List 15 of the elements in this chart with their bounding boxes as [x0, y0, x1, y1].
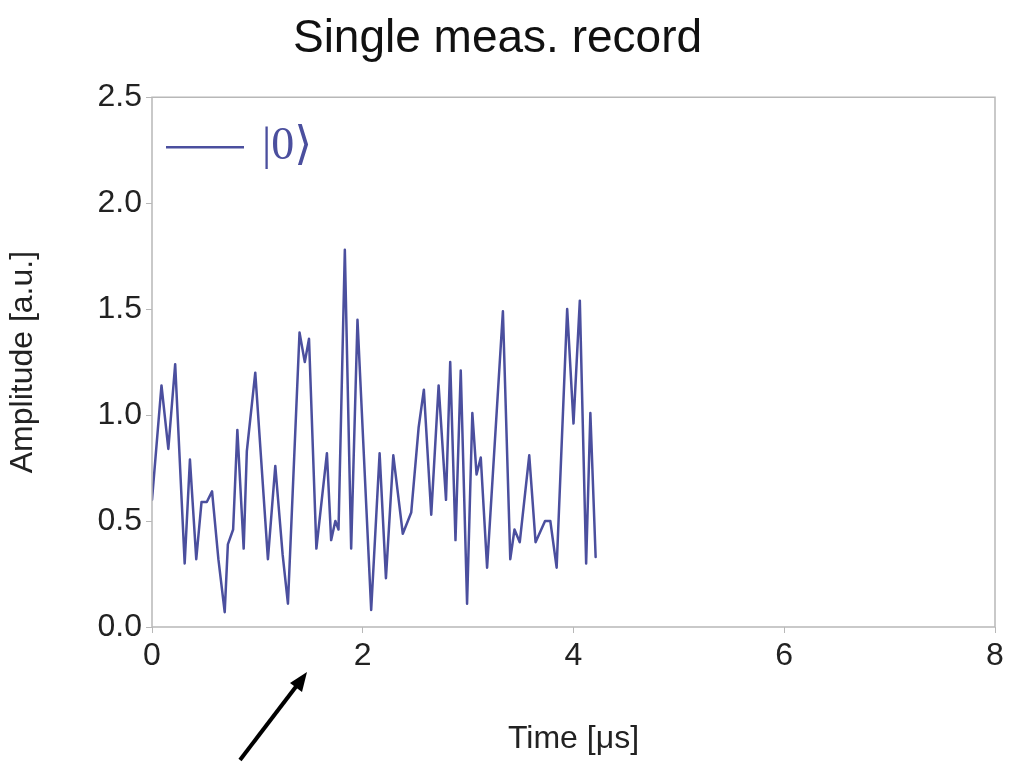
y-tick-label: 2.0 — [97, 182, 142, 219]
legend-label: |0⟩ — [262, 118, 313, 170]
y-axis-title: Amplitude [a.u.] — [3, 250, 40, 474]
y-tick-label: 0.0 — [97, 606, 142, 643]
x-tick-label: 4 — [564, 636, 583, 673]
chart-title: Single meas. record — [292, 10, 703, 63]
y-tick-label: 1.0 — [97, 394, 142, 431]
x-tick-label: 2 — [353, 636, 372, 673]
y-tick-label: 1.5 — [97, 288, 142, 325]
y-tick-label: 0.5 — [97, 500, 142, 537]
x-tick-label: 0 — [143, 636, 161, 673]
y-tick-label: 2.5 — [97, 77, 142, 114]
x-tick-label: 8 — [986, 636, 1004, 673]
x-tick-label: 6 — [775, 636, 794, 673]
x-axis-title: Time [μs] — [507, 718, 640, 755]
